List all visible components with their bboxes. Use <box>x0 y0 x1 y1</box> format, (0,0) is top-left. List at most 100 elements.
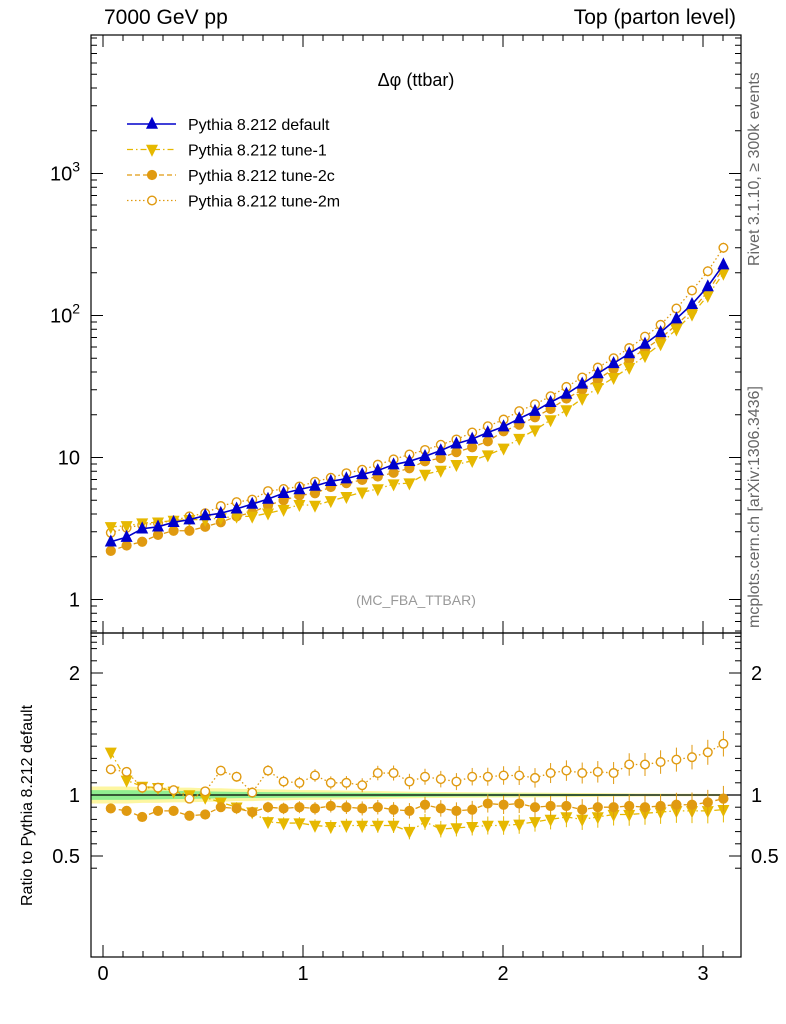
ratio-series-1-point <box>403 826 416 839</box>
main-series-1-point <box>544 415 557 428</box>
ratio-series-2-point <box>278 803 289 814</box>
ratio-series-3-point <box>310 770 321 781</box>
ratio-series-3-point <box>482 771 493 782</box>
main-series-0-point <box>136 521 149 534</box>
main-series-0-point <box>214 505 227 518</box>
main-series-1-point <box>701 290 714 303</box>
ratio-series-2-point <box>105 803 116 814</box>
main-series-0-point <box>403 453 416 467</box>
ratio-y-tick-label: 2 <box>751 663 762 685</box>
ratio-series-3-point <box>671 754 682 765</box>
ratio-series-3-point <box>467 771 478 782</box>
main-series-2-point <box>121 540 132 551</box>
main-series-1-point <box>434 465 447 478</box>
ratio-y-tick-label: 2 <box>69 663 80 685</box>
ratio-series-1-point <box>466 822 479 835</box>
ratio-series-2-point <box>231 803 242 814</box>
ratio-series-3-point <box>420 771 431 782</box>
ratio-y-tick-label: 1 <box>69 785 80 807</box>
ratio-series-3-point <box>451 776 462 787</box>
ratio-series-2-point <box>215 802 226 813</box>
main-series-1-point <box>481 450 494 463</box>
main-series-1-point <box>528 425 542 438</box>
ratio-series-3-point <box>687 752 698 763</box>
ratio-series-2-point <box>325 800 336 812</box>
ratio-series-2-point <box>262 802 274 813</box>
main-series-1-point <box>497 443 510 456</box>
main-series-0-point <box>528 403 542 416</box>
ratio-series-3-point <box>357 780 368 791</box>
main-series-1-point <box>576 393 589 406</box>
main-series-0-point <box>591 366 604 379</box>
ratio-series-2-point <box>200 809 211 820</box>
ratio-series-2-point <box>514 798 525 809</box>
main-series-2-point <box>467 442 478 453</box>
main-series-1-point <box>403 478 416 491</box>
ratio-series-3-point <box>231 771 242 782</box>
ratio-series-3-point <box>435 774 446 785</box>
main-series-1-point <box>685 309 699 322</box>
ratio-y-tick-label: 0.5 <box>751 846 779 868</box>
ratio-series-1-point <box>387 820 400 833</box>
main-series-0-point <box>450 436 463 449</box>
main-series-1-point <box>293 500 306 513</box>
ratio-series-3 <box>105 731 729 804</box>
ratio-series-1-line <box>110 751 724 833</box>
main-series-2-point <box>152 529 164 541</box>
main-series-1-point <box>560 405 573 418</box>
main-series-0-point <box>324 473 337 486</box>
main-series-3 <box>105 242 729 538</box>
energy-label: 7000 GeV pp <box>104 6 228 29</box>
main-series-1-point <box>308 500 322 513</box>
main-series-3-point <box>718 242 729 253</box>
ratio-series-1-point <box>371 820 384 833</box>
main-series-3-point <box>702 266 713 277</box>
ratio-series-3-point <box>608 768 619 779</box>
main-series-0-point <box>670 311 683 324</box>
ratio-series-3-point <box>545 768 556 779</box>
main-series-2-point <box>184 525 195 536</box>
ratio-series-3-point <box>105 764 116 775</box>
main-series-1-point <box>387 479 400 492</box>
ratio-series-1-point <box>418 817 432 830</box>
main-series-1-point <box>120 521 133 534</box>
ratio-series-2-point <box>529 802 541 813</box>
ratio-series-2-point <box>435 803 446 814</box>
main-series-0-point <box>246 496 259 509</box>
ratio-series-1-point <box>120 775 133 788</box>
ratio-series-1-point <box>308 820 322 833</box>
rivet-label: Rivet 3.1.10, ≥ 300k events <box>746 72 763 266</box>
main-series-2-point <box>388 467 399 478</box>
ratio-series-3-point <box>655 757 666 768</box>
ratio-series-2-point <box>639 802 651 813</box>
ratio-series-2-point <box>577 804 588 815</box>
ratio-series-1-point <box>497 820 510 833</box>
ratio-series-2-point <box>608 802 619 813</box>
ratio-series-3-point <box>498 770 509 781</box>
main-series-1 <box>104 268 730 535</box>
ratio-series-2-point <box>152 805 164 816</box>
legend-label: Pythia 8.212 default <box>188 117 330 134</box>
main-series-0-point <box>685 296 699 309</box>
analysis-label: (MC_FBA_TTBAR) <box>356 592 476 608</box>
x-tick-label: 2 <box>497 963 508 985</box>
main-series-0-point <box>356 467 369 480</box>
ratio-series-2-point <box>247 806 258 818</box>
y-tick-label: 1 <box>69 590 80 612</box>
legend-entry-1: Pythia 8.212 tune-1 <box>127 143 327 160</box>
main-series-2-point <box>137 536 148 547</box>
main-series-2-point <box>105 545 116 556</box>
main-series-0-point <box>230 501 243 514</box>
mcplots-label: mcplots.cern.ch [arXiv:1306.3436] <box>746 386 763 628</box>
main-series-1-point <box>356 487 369 500</box>
ratio-series-1-point <box>356 820 369 833</box>
y-tick-label: 103 <box>50 159 80 186</box>
ratio-series-3-point <box>325 777 336 788</box>
main-series-1-point <box>340 491 353 504</box>
ratio-series-2-line <box>110 798 724 818</box>
main-series-1-point <box>324 496 337 509</box>
ratio-series-2-point <box>624 800 635 812</box>
process-label: Top (parton level) <box>573 6 736 29</box>
main-series-0-point <box>277 485 290 498</box>
main-series-0-point <box>308 478 322 491</box>
